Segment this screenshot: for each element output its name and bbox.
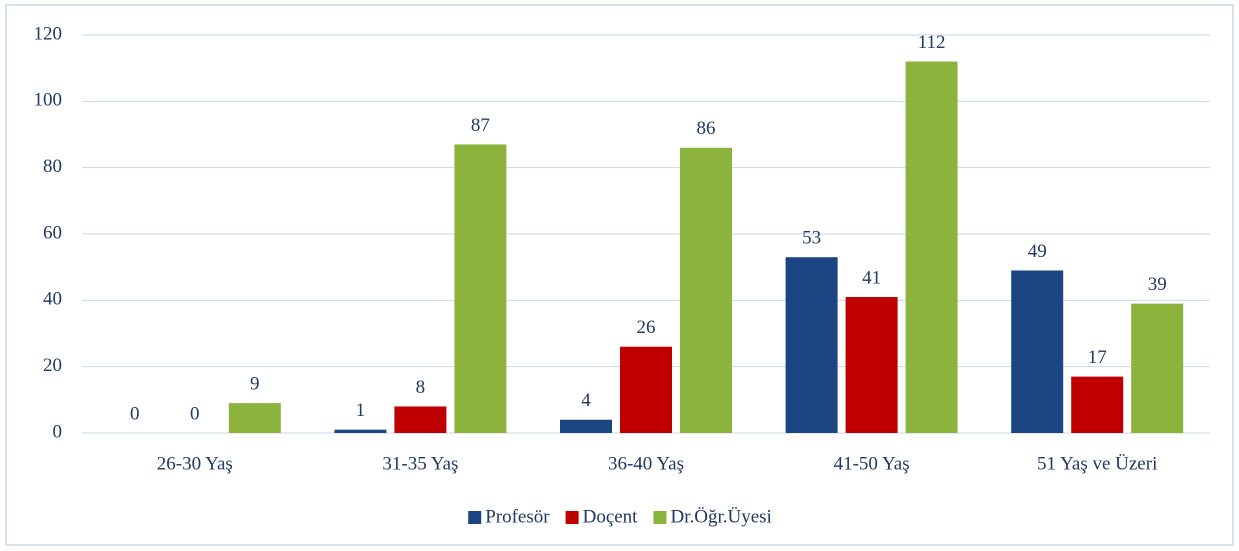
legend-swatch <box>653 511 667 524</box>
data-label: 49 <box>1028 241 1047 262</box>
data-label: 4 <box>581 390 591 411</box>
bar <box>1071 376 1124 433</box>
bar <box>394 406 447 433</box>
legend-label: Doçent <box>583 506 639 527</box>
y-tick-label: 80 <box>43 156 62 177</box>
legend-swatch <box>468 511 482 524</box>
bar <box>845 297 898 433</box>
bar <box>905 61 958 434</box>
bar <box>228 403 281 433</box>
x-tick-label: 26-30 Yaş <box>157 453 233 474</box>
data-label: 0 <box>190 403 200 424</box>
data-label: 1 <box>356 400 366 421</box>
x-tick-label: 31-35 Yaş <box>382 453 458 474</box>
x-tick-label: 41-50 Yaş <box>834 453 910 474</box>
legend-label: Dr.Öğr.Üyesi <box>670 506 771 527</box>
bar <box>620 346 672 433</box>
bar <box>1131 303 1184 433</box>
bar <box>1011 270 1064 433</box>
y-tick-label: 40 <box>43 289 62 310</box>
bar <box>680 147 732 433</box>
x-tick-label: 51 Yaş ve Üzeri <box>1037 453 1157 474</box>
data-label: 9 <box>250 374 260 395</box>
legend-swatch <box>565 511 579 524</box>
data-label: 8 <box>416 377 426 398</box>
data-label: 41 <box>862 267 881 288</box>
data-label: 0 <box>130 403 140 424</box>
data-label: 86 <box>697 118 716 139</box>
data-label: 39 <box>1148 274 1167 295</box>
bar <box>334 429 387 433</box>
data-label: 26 <box>637 317 656 338</box>
bar <box>454 144 507 433</box>
bar <box>785 257 838 433</box>
bar <box>560 419 612 433</box>
y-tick-label: 100 <box>34 90 63 111</box>
data-label: 53 <box>802 228 821 249</box>
y-tick-label: 120 <box>34 23 63 44</box>
y-tick-label: 20 <box>43 355 62 376</box>
legend-label: Profesör <box>485 506 550 527</box>
data-label: 112 <box>918 32 946 53</box>
y-tick-label: 60 <box>43 222 62 243</box>
y-tick-label: 0 <box>53 421 63 442</box>
data-label: 17 <box>1088 347 1107 368</box>
data-label: 87 <box>471 115 490 136</box>
x-tick-label: 36-40 Yaş <box>608 453 684 474</box>
